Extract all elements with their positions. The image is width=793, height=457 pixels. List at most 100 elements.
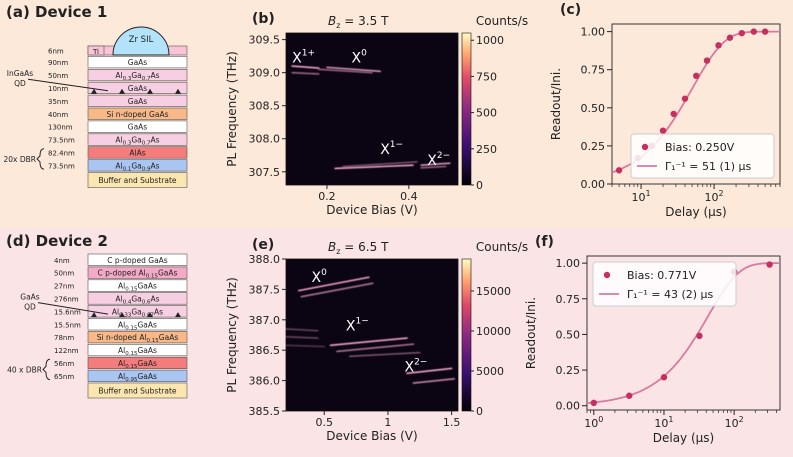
layer-rect [87,356,188,370]
layer-name-part: As [168,269,177,278]
layer-rect [87,69,188,82]
layer-name-part: Al [118,346,125,355]
layer-name-part: Al [118,320,125,329]
layer-name-part: 0.3 [123,76,132,82]
layer-rect [87,253,188,266]
data-point [766,261,773,268]
layer-name: Al0.4Ga0.6As [115,294,159,305]
layer-rect [87,172,188,188]
data-point [693,72,700,80]
layer-name: Al0.1Ga0.9As [115,161,159,172]
x-tick-label: 0.2 [318,190,336,203]
data-point [681,95,689,102]
label-part: X [380,142,390,158]
label-part: X [311,270,321,286]
legend-marker [641,143,649,151]
colorbar-tick-label: 0 [476,179,483,192]
label-part: X [427,153,437,169]
layer-rect [87,56,188,69]
x-tick-label: 0.5 [315,416,333,429]
layer-name-part: Al [139,333,146,342]
colorbar-tick-label: 250 [476,143,497,156]
data-point [738,29,746,37]
y-tick-label: 1.00 [556,257,581,270]
fit-curve [586,262,780,404]
layer-name-part: As [151,136,160,145]
x-axis-label: Delay (μs) [665,205,726,219]
layer-name-part: Ga [138,346,148,355]
layer-thickness: 78nm [54,334,74,342]
tick-part: 10 [632,191,646,204]
y-tick-label: 0.25 [581,140,606,153]
tick-part: 1 [668,415,673,424]
layer-name: Al0.15GaAs [118,282,157,293]
data-point [703,57,711,64]
qd-label: QD [24,303,36,312]
colorbar-tick-label: 1000 [476,34,504,47]
layer-rect [87,305,188,318]
layer-name-part: Al [115,71,122,80]
emission-line [291,71,320,75]
layer-thickness: 56nm [54,360,74,368]
colorbar-tick-label: 5000 [476,365,504,378]
qd-label: InGaAs [7,69,34,78]
panel-title: (a) Device 1 [6,3,107,21]
layer-name-part: 0.6 [142,299,151,305]
panel-title: (d) Device 2 [6,232,108,250]
layer-name-part: 0.15 [125,287,138,293]
legend-marker [603,271,611,279]
layer-name-part: Al [139,269,146,278]
data-point [659,127,667,134]
x-tick-label: 100 [584,415,603,430]
colorbar-tick-label: 500 [476,107,497,120]
layer-name-part: Ga [131,307,141,316]
x-tick-label: 102 [725,415,744,430]
layer-name-part: As [169,333,178,342]
tick-part: 10 [584,417,598,430]
layer-name: Al0.15GaAs [118,346,157,357]
y-tick-label: 385.5 [249,405,281,418]
x-tick-label: 101 [654,415,673,430]
layer-thickness: 15.5nm [54,321,81,329]
label-part: X [352,51,362,67]
data-point [715,42,722,49]
layer-name: Buffer and Substrate [99,387,177,396]
x-axis-label: Device Bias (V) [326,429,417,443]
panel-label: (e) [252,237,274,253]
layer-name-part: 0.7 [142,141,151,147]
layer-name-part: 0.3 [123,141,132,147]
layer-rect [87,318,188,331]
qd-arrow [37,302,109,315]
layer-rect [87,343,188,357]
layer-rect [87,133,188,146]
y-axis-label: Readout/Ini. [549,68,563,140]
colorbar-tick-label: 750 [476,70,497,83]
qd-marker [147,312,153,318]
colorbar-tick-label: 10000 [476,325,511,338]
layer-rect [87,331,188,344]
y-tick-label: 387.5 [249,283,281,296]
ti-label: Ti [92,48,99,56]
layer-thickness: 10nm [48,85,68,93]
emission-line [329,337,408,347]
layer-name-part: Ga [131,136,141,145]
layer-name: GaAs [128,84,148,93]
solid-immersion-lens [112,26,170,56]
layer-thickness: 65nm [54,373,74,381]
tick-part: 10 [705,191,719,204]
legend-box [630,133,775,179]
title-part: = 3.5 T [340,14,389,28]
emission-line [406,367,453,375]
layer-name-part: As [148,320,157,329]
title-part: B [328,14,336,28]
layer-name: Al0.3Ga0.7As [115,136,159,147]
colorbar-tick-label: 0 [476,405,483,418]
label-part: 2− [437,151,450,161]
title-part: z [336,21,340,30]
plot-frame [611,23,781,185]
transition-label: X0 [352,49,368,67]
emission-line [285,328,319,332]
